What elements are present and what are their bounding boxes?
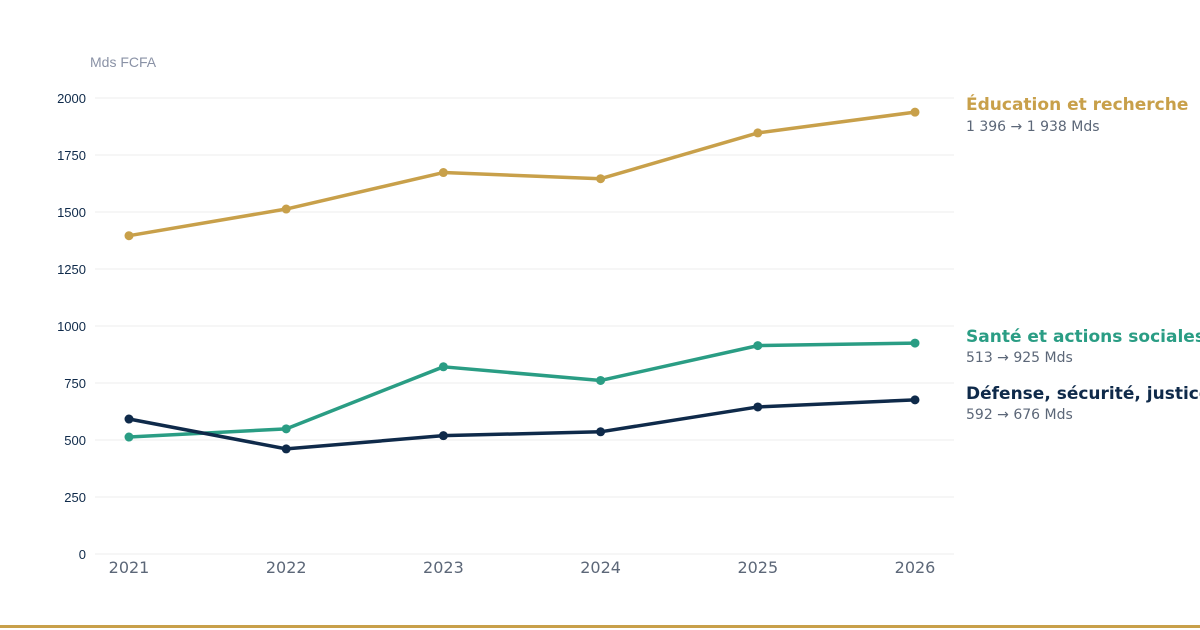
unit-label: Mds FCFA <box>90 54 157 70</box>
data-point <box>124 414 134 424</box>
series-summary-label: 1 396 → 1 938 Mds <box>966 119 1100 135</box>
series-line <box>127 110 917 238</box>
gridlines <box>95 97 954 555</box>
data-point <box>596 375 606 385</box>
y-tick-label: 250 <box>64 490 86 505</box>
x-tick-label: 2022 <box>266 558 307 577</box>
y-tick-label: 1250 <box>57 262 86 277</box>
y-tick-label: 500 <box>64 433 86 448</box>
data-point <box>910 395 920 405</box>
data-point <box>438 431 448 441</box>
data-point <box>124 231 134 241</box>
series-2 <box>124 395 920 454</box>
x-tick-label: 2021 <box>109 558 150 577</box>
data-point <box>438 168 448 178</box>
x-tick-label: 2025 <box>737 558 778 577</box>
series-summary-label: 513 → 925 Mds <box>966 350 1073 366</box>
y-tick-label: 1500 <box>57 205 86 220</box>
data-point <box>124 432 134 442</box>
series-labels: Éducation et recherche 1 396 → 1 938 Mds S… <box>966 93 1200 423</box>
series-lines <box>124 107 920 454</box>
data-point <box>596 427 606 437</box>
data-point <box>438 362 448 372</box>
x-tick-label: 2023 <box>423 558 464 577</box>
data-point <box>281 424 291 434</box>
series-0 <box>124 107 920 241</box>
data-point <box>910 338 920 348</box>
series-name-label: Éducation et recherche <box>966 93 1188 115</box>
data-point <box>596 174 606 184</box>
x-axis-ticks: 2021 2022 2023 2024 2025 2026 <box>109 558 936 577</box>
data-point <box>910 107 920 117</box>
data-point <box>753 402 763 412</box>
data-point <box>753 341 763 351</box>
bottom-rule <box>0 625 1200 628</box>
data-point <box>281 204 291 214</box>
y-tick-label: 1000 <box>57 319 86 334</box>
y-tick-label: 0 <box>79 547 86 562</box>
series-line <box>127 398 917 451</box>
y-axis-ticks: 0 250 500 750 1000 1250 1500 1750 2000 <box>57 91 86 562</box>
series-name-label: Défense, sécurité, justice <box>966 384 1200 404</box>
x-tick-label: 2024 <box>580 558 621 577</box>
y-tick-label: 1750 <box>57 148 86 163</box>
x-tick-label: 2026 <box>895 558 936 577</box>
series-line <box>127 341 917 439</box>
y-tick-label: 750 <box>64 376 86 391</box>
data-point <box>281 444 291 454</box>
data-point <box>753 128 763 138</box>
series-summary-label: 592 → 676 Mds <box>966 407 1073 423</box>
y-tick-label: 2000 <box>57 91 86 106</box>
series-1 <box>124 338 920 442</box>
series-name-label: Santé et actions sociales <box>966 327 1200 347</box>
